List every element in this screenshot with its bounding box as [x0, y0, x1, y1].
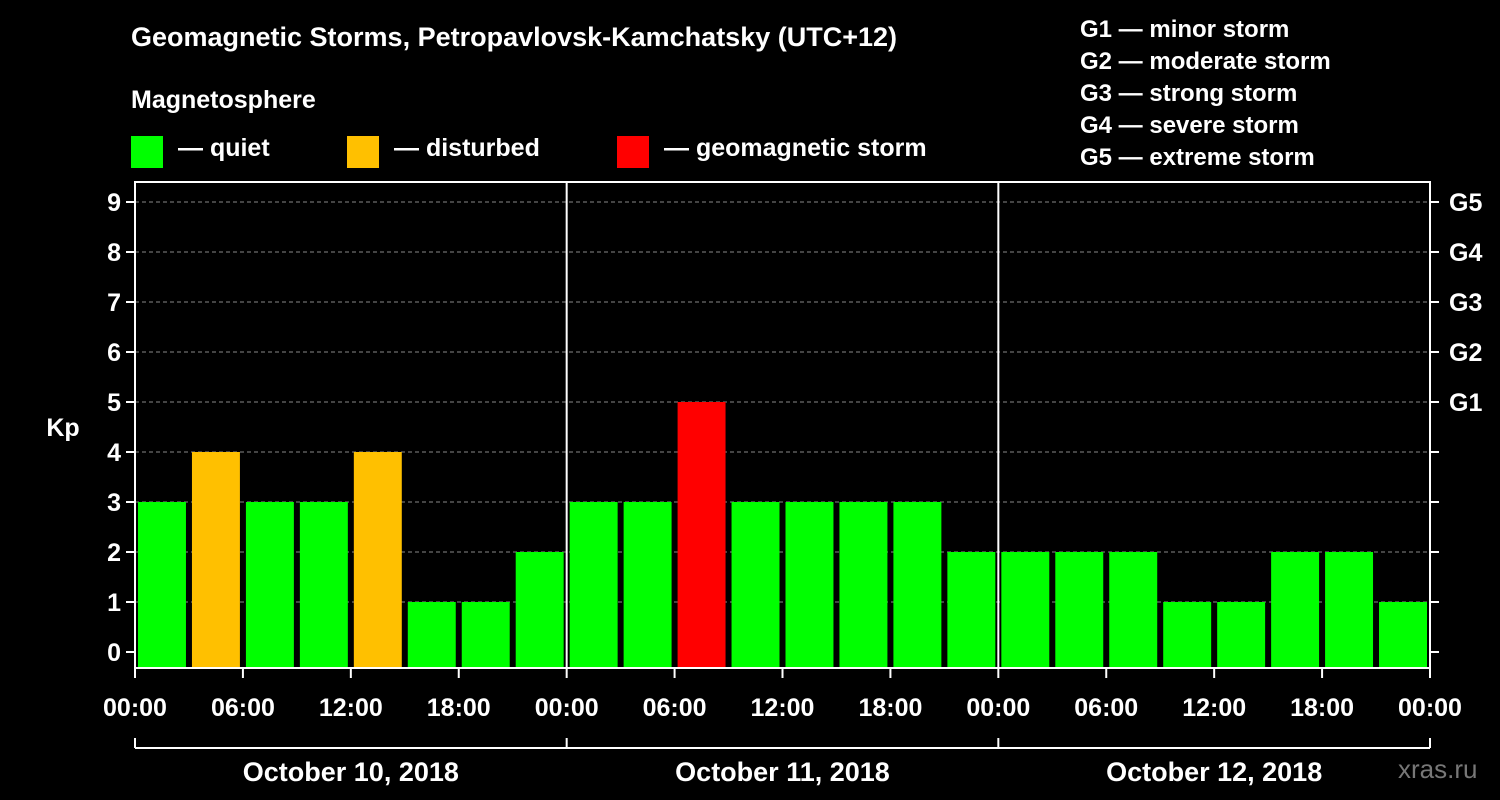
g-scale-g2: G2 — moderate storm [1080, 48, 1331, 75]
kp-bar [893, 502, 942, 668]
magnetosphere-legend-title: Magnetosphere [131, 86, 316, 114]
legend-label-storm: — geomagnetic storm [664, 134, 927, 162]
x-tick-label: 00:00 [1398, 694, 1462, 722]
kp-bar [1217, 602, 1266, 668]
kp-bar [1109, 552, 1158, 668]
g-scale-g5: G5 — extreme storm [1080, 144, 1315, 171]
g-scale-g1: G1 — minor storm [1080, 16, 1290, 43]
y-tick-label: 9 [107, 189, 121, 217]
kp-bar [353, 452, 402, 668]
g-axis-label: G2 [1449, 339, 1482, 367]
kp-bar [569, 502, 618, 668]
kp-bar [1055, 552, 1104, 668]
kp-bar [138, 502, 186, 668]
x-tick-label: 12:00 [1182, 694, 1246, 722]
x-tick-label: 12:00 [319, 694, 383, 722]
y-tick-label: 0 [107, 639, 121, 667]
kp-bar [1379, 602, 1427, 668]
day-label: October 10, 2018 [243, 757, 459, 787]
watermark: xras.ru [1398, 754, 1478, 784]
x-tick-label: 12:00 [751, 694, 815, 722]
kp-bar [1325, 552, 1374, 668]
kp-bar [785, 502, 834, 668]
legend-label-quiet: — quiet [178, 134, 270, 162]
x-tick-label: 18:00 [427, 694, 491, 722]
y-tick-label: 6 [107, 339, 121, 367]
day-label: October 12, 2018 [1106, 757, 1322, 787]
x-tick-label: 06:00 [1074, 694, 1138, 722]
kp-bar [623, 502, 672, 668]
y-tick-label: 8 [107, 239, 121, 267]
legend-swatch-quiet [131, 136, 163, 168]
y-tick-label: 5 [107, 389, 121, 417]
kp-bar [947, 552, 996, 668]
g-axis-label: G1 [1449, 389, 1482, 417]
kp-bar [1271, 552, 1320, 668]
x-tick-label: 00:00 [535, 694, 599, 722]
x-tick-label: 06:00 [643, 694, 707, 722]
g-axis-label: G3 [1449, 289, 1482, 317]
kp-bar [839, 502, 888, 668]
kp-bar [515, 552, 564, 668]
y-tick-label: 3 [107, 489, 121, 517]
kp-bar [407, 602, 456, 668]
kp-bar [677, 402, 726, 668]
y-tick-label: 4 [107, 439, 121, 467]
x-tick-label: 18:00 [858, 694, 922, 722]
kp-bar [245, 502, 294, 668]
legend-swatch-disturbed [347, 136, 379, 168]
day-label: October 11, 2018 [675, 757, 890, 787]
y-tick-label: 2 [107, 539, 121, 567]
x-tick-label: 18:00 [1290, 694, 1354, 722]
g-scale-g3: G3 — strong storm [1080, 80, 1298, 107]
x-tick-label: 00:00 [966, 694, 1030, 722]
kp-bar [461, 602, 510, 668]
kp-bar [1001, 552, 1050, 668]
chart-title: Geomagnetic Storms, Petropavlovsk-Kamcha… [131, 22, 898, 52]
g-axis-label: G5 [1449, 189, 1482, 217]
kp-bar [299, 502, 348, 668]
y-tick-label: 7 [107, 289, 121, 317]
legend-label-disturbed: — disturbed [394, 134, 540, 162]
kp-bar [731, 502, 780, 668]
g-scale-g4: G4 — severe storm [1080, 112, 1299, 139]
x-tick-label: 06:00 [211, 694, 275, 722]
g-axis-label: G4 [1449, 239, 1482, 267]
x-tick-label: 00:00 [103, 694, 167, 722]
kp-bar [1163, 602, 1212, 668]
y-tick-label: 1 [107, 589, 121, 617]
legend-swatch-storm [617, 136, 649, 168]
y-axis-label: Kp [46, 414, 79, 442]
kp-bar [191, 452, 240, 668]
